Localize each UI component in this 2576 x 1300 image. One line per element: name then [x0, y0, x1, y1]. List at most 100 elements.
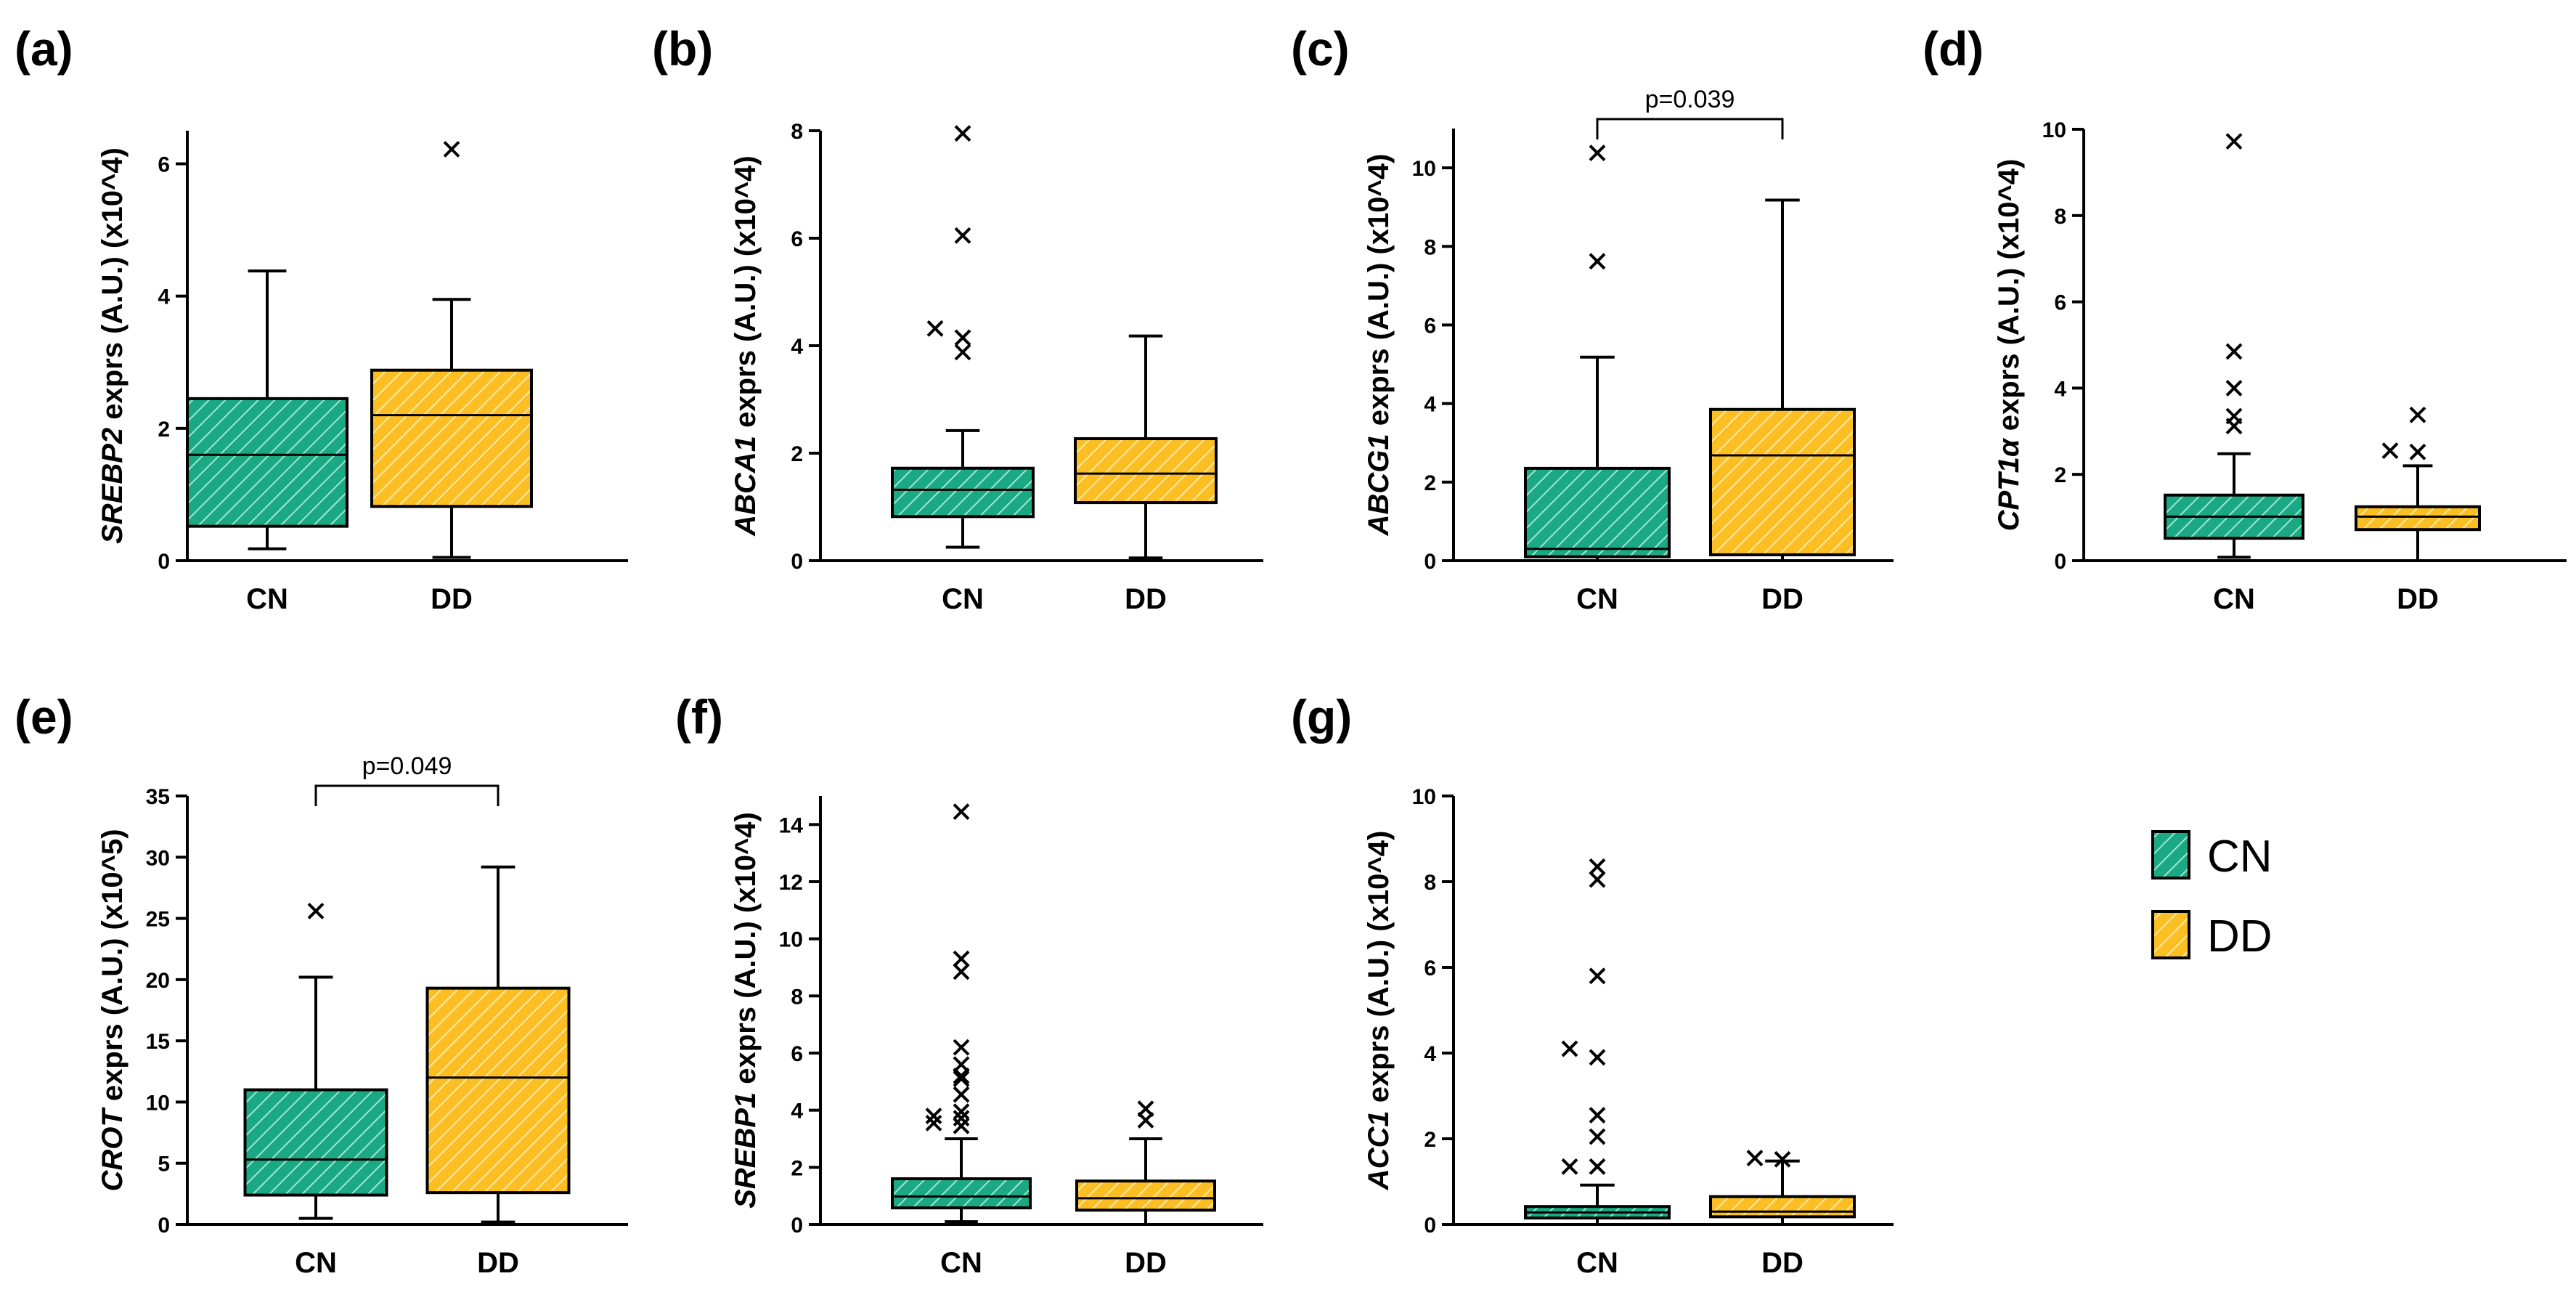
- bracket-line: [314, 784, 500, 806]
- outlier-marker: [953, 1039, 970, 1056]
- outlier-stroke: [1589, 145, 1606, 161]
- y-tick-label: 2: [1424, 471, 1436, 495]
- y-axis-label-gene: ABCA1: [730, 436, 762, 537]
- y-tick-label: 5: [158, 1153, 170, 1177]
- outlier-stroke: [953, 1110, 970, 1127]
- outlier-marker: [1589, 1107, 1606, 1124]
- outlier-marker: [953, 963, 970, 980]
- y-tick-label: 2: [791, 442, 803, 466]
- y-axis-label-gene: SREBP1: [730, 1092, 762, 1208]
- outlier-marker: [1137, 1100, 1154, 1118]
- outlier-stroke: [2225, 343, 2243, 360]
- outlier-stroke: [926, 320, 944, 337]
- outlier-marker: [925, 1114, 942, 1132]
- outlier-marker: [1589, 967, 1606, 985]
- y-axis-label: SREBP1 exprs (A.U.) (x10^4): [730, 812, 762, 1208]
- outlier-marker: [443, 141, 460, 158]
- y-axis-label-unit: exprs (A.U.) (x10^5): [97, 829, 129, 1109]
- x-category-label: DD: [2397, 583, 2439, 615]
- y-axis-label: ACC1 exprs (A.U.) (x10^4): [1363, 831, 1395, 1191]
- iqr-box: [186, 397, 349, 528]
- significance-bracket: p=0.049: [314, 752, 500, 806]
- outlier-stroke: [953, 1086, 970, 1103]
- y-tick-label: 0: [791, 1214, 803, 1238]
- outlier-marker: [1589, 253, 1606, 270]
- outlier-marker: [925, 1108, 942, 1124]
- x-category-label: DD: [1125, 1247, 1167, 1279]
- outlier-marker: [2225, 343, 2243, 360]
- outlier-marker: [1774, 1150, 1791, 1168]
- outlier-marker: [926, 320, 944, 337]
- legend-item-dd: DD: [2151, 910, 2273, 962]
- y-tick-label: 6: [2054, 291, 2066, 315]
- outlier-marker: [954, 227, 971, 244]
- outlier-marker: [1589, 1158, 1606, 1175]
- outlier-marker: [953, 1117, 970, 1134]
- outlier-stroke: [2409, 443, 2426, 460]
- outlier-marker: [1589, 145, 1606, 161]
- x-category-label: DD: [1125, 583, 1167, 615]
- y-tick-label: 0: [158, 550, 170, 574]
- outlier-marker: [953, 1110, 970, 1127]
- y-tick-label: 0: [1424, 550, 1436, 574]
- y-axis-label-unit: exprs (A.U.) (x10^4): [730, 812, 762, 1092]
- x-category-label: CN: [246, 583, 288, 615]
- outlier-stroke: [953, 963, 970, 980]
- y-tick-label: 30: [146, 846, 170, 870]
- outlier-marker: [953, 1070, 970, 1087]
- y-tick-label: 10: [1412, 785, 1436, 809]
- y-axis-label: ABCG1 exprs (A.U.) (x10^4): [1363, 154, 1395, 537]
- y-tick-label: 4: [158, 285, 170, 309]
- outlier-marker: [953, 950, 970, 967]
- box-dd: DD: [1074, 334, 1218, 615]
- y-axis-label-gene: CROT: [97, 1107, 129, 1192]
- y-axis-label-gene: SREBP2: [97, 428, 129, 544]
- x-category-label: CN: [940, 1247, 982, 1279]
- outlier-marker: [1589, 858, 1606, 875]
- y-tick-label: 6: [1424, 956, 1436, 980]
- outlier-stroke: [954, 227, 971, 244]
- y-tick-label: 10: [779, 928, 803, 952]
- x-category-label: CN: [1576, 1247, 1618, 1279]
- y-tick-label: 4: [1424, 393, 1436, 417]
- y-tick-label: 8: [791, 985, 803, 1009]
- outlier-stroke: [1589, 253, 1606, 270]
- y-tick-label: 4: [791, 1100, 803, 1124]
- y-tick-label: 8: [1424, 235, 1436, 259]
- y-axis-label-unit: exprs (A.U.) (x10^4): [97, 147, 129, 428]
- box-cn: CN: [2164, 133, 2304, 615]
- outlier-marker: [1589, 1049, 1606, 1066]
- bracket-line: [1596, 118, 1784, 139]
- outlier-stroke: [307, 903, 325, 919]
- y-tick-label: 0: [158, 1214, 170, 1238]
- iqr-box: [370, 368, 533, 508]
- panel-g: (g) 0 2 4 6 8 10 ACC1 exprs (A.U.) (x10^4) CN DD: [1291, 690, 1894, 1279]
- outlier-stroke: [1589, 1049, 1606, 1066]
- iqr-box: [243, 1088, 388, 1197]
- iqr-box: [1709, 1195, 1856, 1219]
- y-tick-label: 2: [1424, 1128, 1436, 1152]
- outlier-stroke: [953, 1039, 970, 1056]
- significance-bracket: p=0.039: [1596, 86, 1784, 139]
- outlier-stroke: [1589, 1158, 1606, 1175]
- x-category-label: CN: [2213, 583, 2255, 615]
- panel-letter: (f): [675, 690, 723, 744]
- y-tick-label: 10: [2042, 118, 2066, 142]
- y-axis-label-gene: ACC1: [1363, 1110, 1395, 1190]
- outlier-stroke: [1561, 1158, 1578, 1175]
- outlier-marker: [953, 1056, 970, 1073]
- outlier-marker: [1589, 871, 1606, 888]
- outlier-marker: [2225, 379, 2243, 397]
- y-tick-label: 25: [146, 908, 170, 932]
- y-tick-label: 6: [1424, 314, 1436, 338]
- box-dd: DD: [1709, 198, 1856, 615]
- y-axis-label-gene: CPT1α: [1993, 437, 2025, 531]
- box-cn: CN: [186, 269, 349, 615]
- panel-letter: (b): [652, 22, 713, 76]
- iqr-box: [1709, 407, 1856, 556]
- y-tick-label: 14: [779, 813, 804, 837]
- box-dd: DD: [370, 141, 533, 615]
- outlier-marker: [954, 329, 971, 346]
